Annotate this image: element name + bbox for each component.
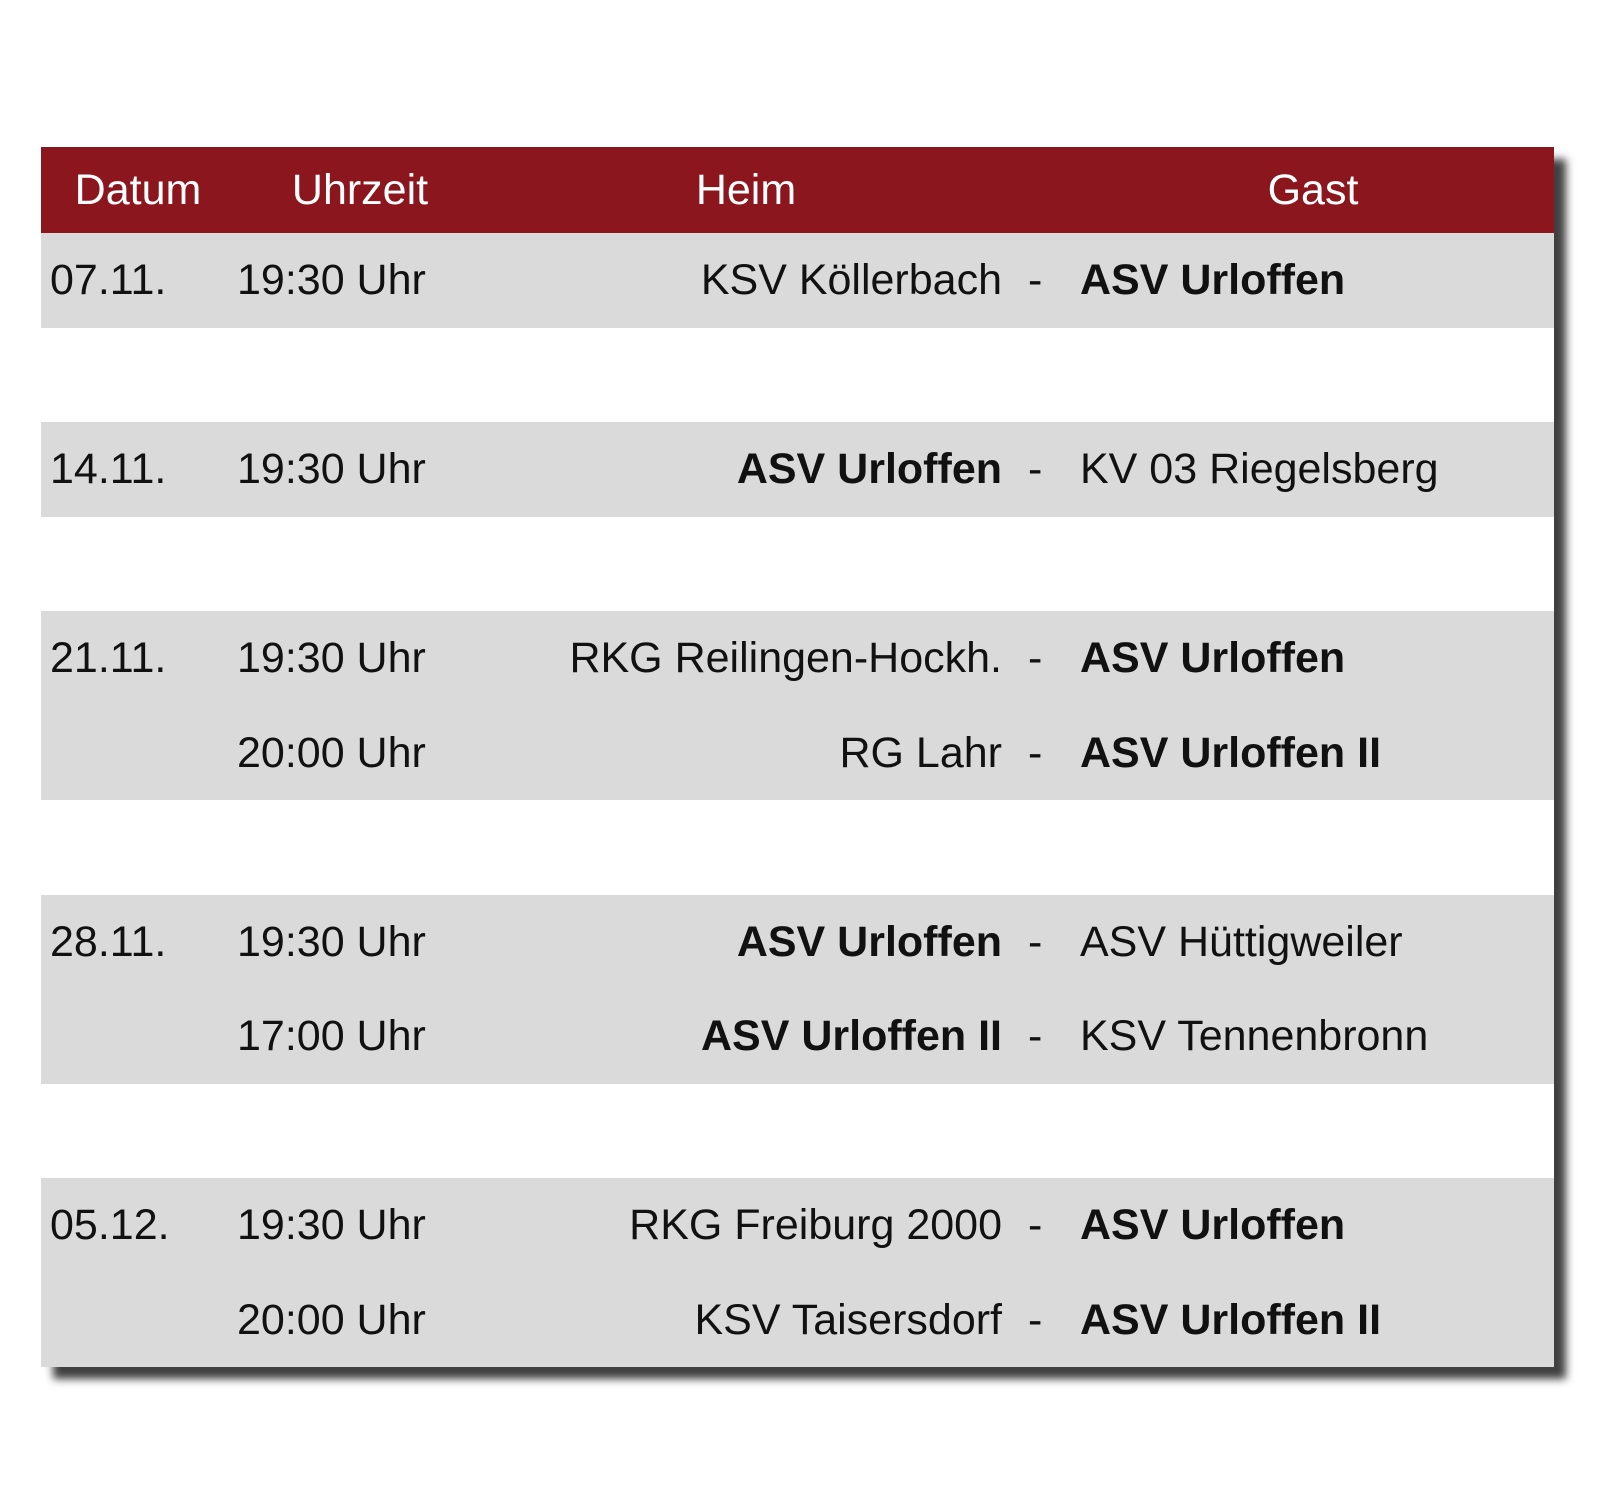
separator: - bbox=[1028, 634, 1043, 682]
separator: - bbox=[1028, 445, 1043, 493]
home-team: ASV Urloffen bbox=[736, 917, 1002, 966]
header-cell: Gast bbox=[1267, 166, 1359, 214]
separator: - bbox=[1028, 1201, 1043, 1249]
time: 19:30 Uhr bbox=[237, 445, 426, 493]
home-team: KSV Köllerbach bbox=[700, 256, 1002, 304]
separator: - bbox=[1028, 1012, 1043, 1060]
guest-team: ASV Urloffen II bbox=[1080, 1295, 1382, 1344]
time: 19:30 Uhr bbox=[237, 917, 426, 966]
time: 20:00 Uhr bbox=[237, 728, 426, 777]
separator: - bbox=[1028, 728, 1043, 777]
schedule-table: Datum Uhrzeit Heim Gast 07.11. 19:30 Uhr K… bbox=[41, 147, 1554, 1367]
header-cell: Datum bbox=[74, 166, 202, 214]
separator: - bbox=[1028, 1295, 1043, 1344]
home-team: RG Lahr bbox=[839, 728, 1002, 777]
time: 19:30 Uhr bbox=[237, 1201, 426, 1249]
time: 17:00 Uhr bbox=[237, 1012, 426, 1060]
guest-team: ASV Hüttigweiler bbox=[1080, 917, 1403, 966]
home-team: RKG Freiburg 2000 bbox=[629, 1201, 1002, 1249]
guest-team: ASV Urloffen bbox=[1080, 634, 1346, 682]
header-cell: Uhrzeit bbox=[291, 166, 429, 214]
date: 28.11. bbox=[50, 917, 167, 966]
guest-team: ASV Urloffen II bbox=[1080, 728, 1382, 777]
guest-team: KSV Tennenbronn bbox=[1080, 1012, 1429, 1060]
home-team: RKG Reilingen-Hockh. bbox=[569, 634, 1002, 682]
header-cell: Heim bbox=[695, 166, 797, 214]
header-row: Datum Uhrzeit Heim Gast bbox=[41, 147, 1554, 233]
date: 14.11. bbox=[50, 445, 167, 493]
separator: - bbox=[1028, 917, 1043, 966]
guest-team: ASV Urloffen bbox=[1080, 1201, 1346, 1249]
date: 07.11. bbox=[50, 256, 167, 304]
home-team: ASV Urloffen bbox=[736, 445, 1002, 493]
match-group: 28.11. 19:30 Uhr ASV Urloffen - ASV Hüttigwe… bbox=[41, 894, 1554, 1084]
guest-team: KV 03 Riegelsberg bbox=[1080, 445, 1439, 493]
date: 21.11. bbox=[50, 634, 167, 682]
date: 05.12. bbox=[50, 1201, 170, 1249]
match-group: 14.11. 19:30 Uhr ASV Urloffen - KV 03 Riegel… bbox=[41, 422, 1554, 517]
home-team: ASV Urloffen II bbox=[700, 1012, 1002, 1060]
match-group: 21.11. 19:30 Uhr RKG Reilingen-Hockh. - ASV … bbox=[41, 611, 1554, 800]
match-group: 05.12. 19:30 Uhr RKG Freiburg 2000- ASV Url… bbox=[41, 1178, 1554, 1367]
home-team: KSV Taisersdorf bbox=[694, 1295, 1002, 1344]
separator: - bbox=[1028, 256, 1043, 304]
time: 19:30 Uhr bbox=[237, 256, 426, 304]
time: 20:00 Uhr bbox=[237, 1295, 426, 1344]
time: 19:30 Uhr bbox=[237, 634, 426, 682]
match-group: 07.11. 19:30 Uhr KSV Köllerbach - ASV Urloff… bbox=[41, 233, 1554, 328]
guest-team: ASV Urloffen bbox=[1080, 256, 1346, 304]
